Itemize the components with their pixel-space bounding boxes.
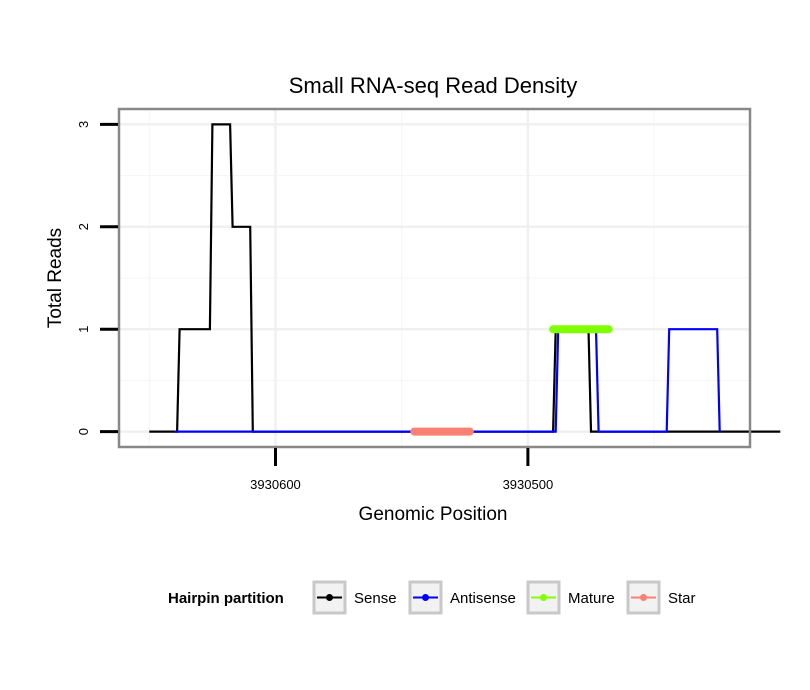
y-axis-title: Total Reads — [45, 228, 66, 328]
series-layer — [149, 123, 781, 436]
grid — [119, 109, 750, 447]
x-tick-label: 3930500 — [503, 477, 554, 492]
legend-label: Antisense — [450, 590, 516, 607]
x-axis-title: Genomic Position — [359, 504, 508, 525]
legend-item-sense: Sense — [312, 580, 397, 615]
legend-key-point — [326, 594, 333, 601]
chart-title: Small RNA-seq Read Density — [289, 73, 578, 98]
y-tick-label: 2 — [76, 223, 91, 230]
legend-label: Star — [668, 590, 696, 607]
legend-key-point — [540, 594, 547, 601]
legend-title: Hairpin partition — [168, 590, 284, 607]
plot-border — [117, 107, 752, 449]
legend-label: Mature — [568, 590, 615, 607]
x-tick-label: 3930600 — [250, 477, 301, 492]
y-tick-label: 3 — [76, 121, 91, 128]
legend-item-antisense: Antisense — [408, 580, 516, 615]
y-tick-label: 1 — [76, 326, 91, 333]
legend-item-mature: Mature — [526, 580, 615, 615]
legend-label: Sense — [354, 590, 397, 607]
legend-item-star: Star — [626, 580, 696, 615]
x-axis: 3930600 3930500 — [250, 448, 553, 492]
legend: Hairpin partition Sense Antisense Mature St… — [168, 580, 696, 615]
legend-key-point — [640, 594, 647, 601]
y-axis: 0 1 2 3 — [76, 121, 118, 435]
y-tick-label: 0 — [76, 428, 91, 435]
legend-key-point — [422, 594, 429, 601]
